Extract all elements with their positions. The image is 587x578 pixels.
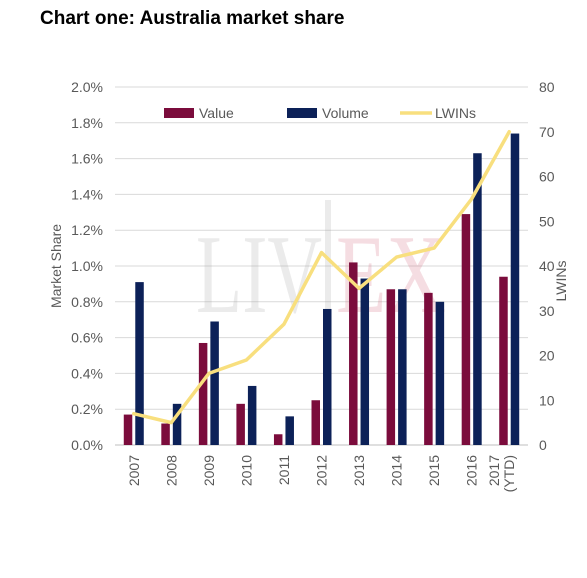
legend-label: LWINs [435,105,476,121]
y2-tick-label: 40 [539,258,555,274]
bar-value [386,289,396,445]
bar-value [161,423,170,445]
y2-tick-label: 10 [539,392,555,408]
x-tick-label-line: 2013 [351,455,367,486]
y-tick-label: 1.0% [71,258,103,274]
x-tick-label: 2009 [201,455,217,486]
x-tick-label-line: 2011 [276,455,292,485]
y-tick-label: 0.8% [71,294,103,310]
x-tick-label: 2007 [126,455,142,486]
livex-watermark: LIV EX [196,200,446,337]
bars [123,133,520,446]
y2-tick-label: 0 [539,437,547,453]
gridlines [115,86,528,446]
bar-volume [323,308,332,445]
y-axis-label: Market Share [48,224,64,308]
y2-tick-label: 60 [539,169,555,185]
legend: Value Volume LWINs [164,105,476,121]
x-tick-label-line: 2007 [126,455,142,486]
y-tick-label: 2.0% [71,79,103,95]
x-tick-label-line: 2008 [163,455,179,486]
x-tick-label: 2010 [238,455,254,486]
x-tick-label: 2017 (YTD) [486,455,517,493]
bar-volume [473,153,482,446]
line-lwins [132,130,511,425]
svg-text:LIV: LIV [196,213,322,337]
bar-value [123,414,133,445]
y-tick-label: 0.0% [71,437,103,453]
bar-value [461,214,471,445]
bar-volume [360,278,370,445]
legend-swatch [164,108,194,118]
y2-axis-label: LWINs [553,261,569,302]
x-tick-label-line: 2017 [486,455,502,486]
x-tick-label-line: 2014 [389,455,405,486]
x-tick-label: 2008 [163,455,179,486]
bar-volume [172,403,182,445]
bar-value [424,292,433,445]
y-tick-label: 1.8% [71,115,103,131]
y-tick-label: 1.6% [71,151,103,167]
x-tick-label: 2013 [351,455,367,486]
bar-value [198,342,208,445]
y-tick-label: 0.2% [71,401,103,417]
x-tick-label: 2014 [389,455,405,486]
bar-volume [210,321,219,445]
y-axis-ticks: 0.0% 0.2% 0.4% 0.6% 0.8% 1.0% 1.2% 1.4% 1.6% 1.8%… [71,79,103,453]
legend-label: Volume [322,105,369,121]
x-tick-label-line: 2016 [464,455,480,486]
bar-value [311,400,320,445]
x-tick-label-line: (YTD) [501,455,517,492]
y2-tick-label: 50 [539,213,555,229]
bar-volume [285,416,294,445]
chart-title: Chart one: Australia market share [40,8,345,29]
y2-tick-label: 30 [539,303,555,319]
x-axis-ticks: 2007 2008 2009 2010 2011 2012 2013 2014 2015 2016… [126,455,517,493]
x-tick-label: 2011 [276,455,292,485]
y-tick-label: 1.4% [71,186,103,202]
bar-volume [398,289,407,445]
x-tick-label-line: 2010 [238,455,254,486]
x-tick-label: 2016 [464,455,480,486]
legend-label: Value [199,105,234,121]
x-tick-label: 2012 [314,455,330,486]
legend-swatch [287,108,317,118]
y-tick-label: 0.6% [71,330,103,346]
y-tick-label: 0.4% [71,365,103,381]
y2-axis-ticks: 0 10 20 30 40 50 60 70 80 [539,79,555,453]
x-tick-label-line: 2012 [314,455,330,486]
x-tick-label: 2015 [426,455,442,486]
bar-volume [435,301,445,445]
bar-value [236,403,245,445]
bar-value [499,276,508,445]
bar-value [273,434,283,445]
y2-tick-label: 70 [539,124,555,140]
bar-volume [135,282,144,445]
y2-tick-label: 20 [539,348,555,364]
x-tick-label-line: 2009 [201,455,217,486]
bar-value [349,262,358,445]
y-tick-label: 1.2% [71,222,103,238]
lwins-line [132,130,511,425]
bar-volume [510,133,520,446]
x-tick-label-line: 2015 [426,455,442,486]
bar-volume [247,385,257,445]
y2-tick-label: 80 [539,79,555,95]
